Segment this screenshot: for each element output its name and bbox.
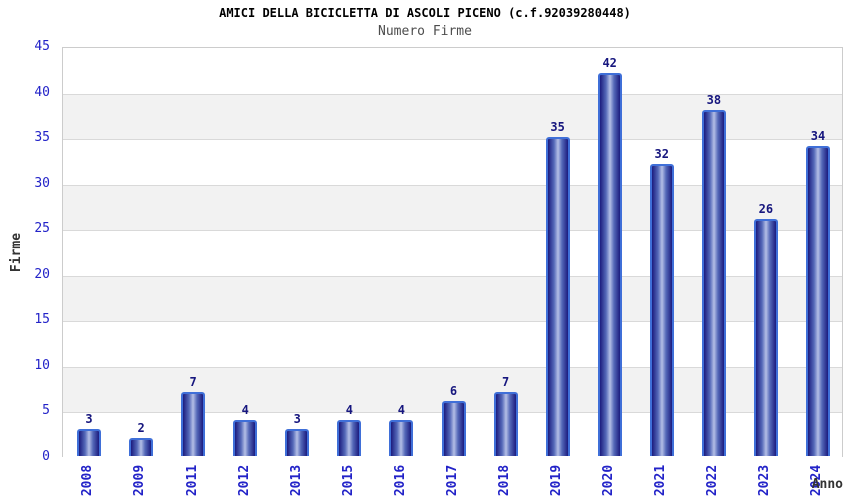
x-tick-label: 2021 xyxy=(635,461,687,500)
bar-value-label: 3 xyxy=(293,411,301,426)
x-tick-label: 2016 xyxy=(374,461,426,500)
x-tick-label: 2008 xyxy=(62,461,114,500)
x-tick-label: 2019 xyxy=(531,461,583,500)
bar-2023 xyxy=(753,219,778,456)
bar-2009 xyxy=(129,437,154,456)
x-tick-label-text: 2008 xyxy=(80,464,96,497)
bar-value-label: 3 xyxy=(85,411,93,426)
x-tick-label: 2018 xyxy=(479,461,531,500)
x-axis-title: Anno xyxy=(811,477,843,492)
x-tick-label: 2012 xyxy=(218,461,270,500)
x-tick-label: 2009 xyxy=(114,461,166,500)
x-tick-label-text: 2019 xyxy=(549,464,565,497)
bar-value-label: 2 xyxy=(137,420,145,435)
bar-value-label: 34 xyxy=(810,129,826,144)
y-tick-label: 15 xyxy=(34,312,50,328)
bar-value-label: 4 xyxy=(241,402,249,417)
bar-2013 xyxy=(285,428,310,456)
bar-2020 xyxy=(597,73,622,456)
x-axis-ticks: 2008 2009 2011 2012 2013 2015 2016 2017 2018 2019… xyxy=(62,461,843,500)
x-tick-label-text: 2018 xyxy=(497,464,513,497)
x-tick-label: 2023 xyxy=(739,461,791,500)
bar-2019 xyxy=(545,137,570,456)
bar-value-label: 38 xyxy=(706,92,722,107)
bar-2021 xyxy=(649,164,674,456)
gridline xyxy=(63,139,842,141)
chart-title: AMICI DELLA BICICLETTA DI ASCOLI PICENO … xyxy=(219,6,631,20)
x-tick-label-text: 2021 xyxy=(653,464,669,497)
bar-2011 xyxy=(181,392,206,456)
x-tick-label-text: 2011 xyxy=(184,464,200,497)
bar-value-label: 4 xyxy=(397,402,406,417)
bar-value-label: 6 xyxy=(449,384,458,399)
bar-2018 xyxy=(493,392,518,456)
y-tick-label: 5 xyxy=(42,403,50,419)
x-tick-label-text: 2023 xyxy=(757,464,773,497)
x-tick-label-text: 2015 xyxy=(340,464,356,497)
bar-value-label: 7 xyxy=(189,375,197,390)
bar-value-label: 4 xyxy=(345,402,353,417)
x-tick-label-text: 2013 xyxy=(288,464,304,497)
bar-2017 xyxy=(441,401,466,456)
gridline xyxy=(63,321,842,323)
bar-value-label: 7 xyxy=(501,375,510,390)
x-tick-label: 2022 xyxy=(687,461,739,500)
y-tick-label: 25 xyxy=(34,221,50,237)
bar-2015 xyxy=(337,419,362,456)
bar-2024 xyxy=(805,146,830,456)
y-tick-label: 30 xyxy=(34,175,50,191)
bar-value-label: 26 xyxy=(758,202,774,217)
x-tick-label: 2013 xyxy=(270,461,322,500)
gridline xyxy=(63,366,842,368)
plot-area: 3 2 7 4 3 4 4 6 7 35 42 32 38 26 34 xyxy=(62,47,843,458)
y-tick-label: 40 xyxy=(34,84,50,100)
x-tick-label-text: 2017 xyxy=(444,464,460,497)
x-tick-label: 2015 xyxy=(322,461,374,500)
gridline xyxy=(63,93,842,95)
y-axis-ticks: 0 5 10 15 20 25 30 35 40 45 xyxy=(0,40,56,464)
plot-band xyxy=(63,48,842,94)
x-tick-label: 2017 xyxy=(426,461,478,500)
gridline xyxy=(63,275,842,277)
x-tick-label-text: 2012 xyxy=(236,464,252,497)
bar-2022 xyxy=(701,109,726,456)
y-tick-label: 0 xyxy=(42,449,50,464)
gridline xyxy=(63,184,842,186)
bar-value-label: 35 xyxy=(550,120,565,135)
x-tick-label: 2020 xyxy=(583,461,635,500)
y-tick-label: 45 xyxy=(34,39,50,54)
x-tick-label-text: 2022 xyxy=(705,464,721,497)
bar-2016 xyxy=(389,419,414,456)
chart-subtitle: Numero Firme xyxy=(378,24,472,39)
x-tick-label: 2011 xyxy=(166,461,218,500)
x-tick-label-text: 2016 xyxy=(392,464,408,497)
y-tick-label: 35 xyxy=(34,130,50,146)
bar-value-label: 32 xyxy=(654,147,669,162)
bar-2012 xyxy=(233,419,258,456)
bar-2008 xyxy=(77,428,102,456)
bar-value-label: 42 xyxy=(602,56,617,71)
y-tick-label: 20 xyxy=(34,266,50,282)
gridline xyxy=(63,230,842,232)
x-tick-label-text: 2009 xyxy=(132,464,148,497)
x-tick-label-text: 2020 xyxy=(601,464,617,497)
y-tick-label: 10 xyxy=(34,357,50,373)
